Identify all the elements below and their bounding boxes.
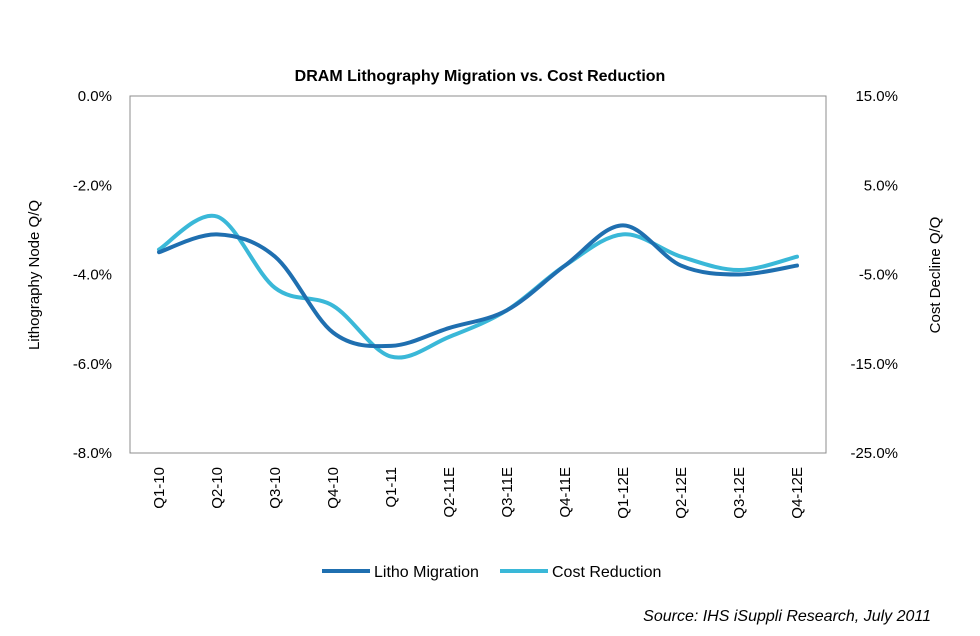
x-tick-label: Q4-11E <box>557 467 574 518</box>
x-tick-label: Q1-10 <box>151 467 168 509</box>
right-axis-ticks: 15.0% 5.0% -5.0% -15.0% -25.0% <box>850 88 898 462</box>
left-tick-label: -2.0% <box>73 177 112 194</box>
x-tick-label: Q4-12E <box>789 467 806 519</box>
series-line-litho-migration <box>157 223 799 349</box>
left-tick-label: -4.0% <box>73 267 112 284</box>
legend-label: Litho Migration <box>374 564 479 581</box>
right-tick-label: -15.0% <box>850 356 898 373</box>
x-tick-label: Q1-12E <box>615 467 632 519</box>
x-tick-label: Q2-10 <box>209 467 226 509</box>
right-tick-label: -5.0% <box>859 267 898 284</box>
chart-title: DRAM Lithography Migration vs. Cost Redu… <box>295 68 666 85</box>
right-axis-title: Cost Decline Q/Q <box>927 217 944 334</box>
left-tick-label: 0.0% <box>78 88 112 105</box>
x-tick-label: Q4-10 <box>325 467 342 509</box>
left-axis-title: Lithography Node Q/Q <box>26 200 43 350</box>
legend: Litho Migration Cost Reduction <box>322 564 661 581</box>
legend-label: Cost Reduction <box>552 564 661 581</box>
legend-item-litho-migration: Litho Migration <box>322 564 479 581</box>
x-axis-ticks: Q1-10 Q2-10 Q3-10 Q4-10 Q1-11 Q2-11E Q3-11E Q4-… <box>151 467 806 519</box>
x-tick-label: Q1-11 <box>383 467 400 508</box>
series-lines <box>157 213 799 360</box>
series-line-cost-reduction <box>157 213 799 360</box>
left-axis-ticks: 0.0% -2.0% -4.0% -6.0% -8.0% <box>73 88 112 462</box>
x-tick-label: Q3-12E <box>731 467 748 519</box>
x-tick-label: Q2-12E <box>673 467 690 519</box>
right-tick-label: -25.0% <box>850 445 898 462</box>
x-tick-label: Q2-11E <box>441 467 458 518</box>
left-tick-label: -8.0% <box>73 445 112 462</box>
x-tick-label: Q3-11E <box>499 467 516 518</box>
legend-item-cost-reduction: Cost Reduction <box>500 564 661 581</box>
left-tick-label: -6.0% <box>73 356 112 373</box>
right-tick-label: 5.0% <box>864 177 898 194</box>
right-tick-label: 15.0% <box>855 88 898 105</box>
source-note: Source: IHS iSuppli Research, July 2011 <box>643 608 931 625</box>
x-tick-label: Q3-10 <box>267 467 284 509</box>
plot-area <box>129 95 827 454</box>
